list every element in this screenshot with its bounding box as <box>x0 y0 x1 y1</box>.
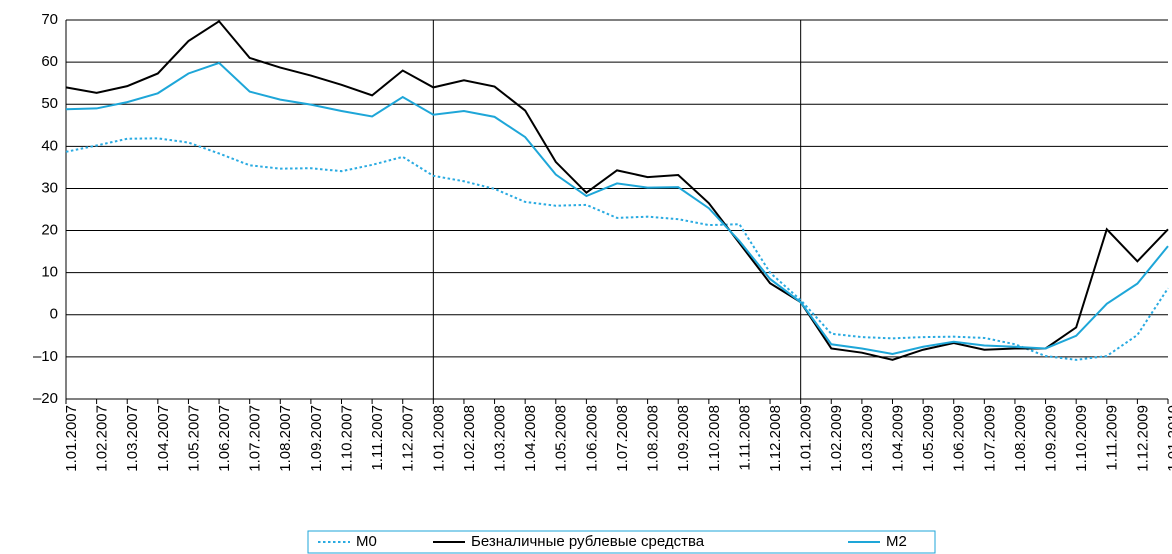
x-tick-label: 1.11.2007 <box>369 405 386 471</box>
x-tick-label: 1.07.2007 <box>247 405 264 472</box>
x-tick-label: 1.10.2009 <box>1073 405 1090 472</box>
x-tick-label: 1.05.2008 <box>553 405 570 472</box>
x-tick-label: 1.07.2008 <box>614 405 631 472</box>
y-tick-label: 0 <box>50 306 58 323</box>
x-tick-label: 1.08.2008 <box>645 405 662 472</box>
series-line <box>65 19 1169 361</box>
x-tick-label: 1.03.2007 <box>124 405 141 472</box>
y-tick-label: 20 <box>41 222 58 239</box>
legend-box <box>307 530 936 554</box>
y-tick-label: 10 <box>41 264 58 281</box>
x-tick-label: 1.11.2008 <box>736 405 753 471</box>
y-tick-label: 30 <box>41 179 58 196</box>
x-tick-label: 1.05.2009 <box>920 405 937 472</box>
x-tick-label: 1.10.2008 <box>706 405 723 472</box>
x-tick-label: 1.04.2009 <box>889 405 906 472</box>
x-tick-label: 1.12.2009 <box>1134 405 1151 472</box>
x-tick-label: 1.06.2009 <box>951 405 968 472</box>
legend-label: Безналичные рублевые средства <box>471 533 705 550</box>
x-tick-label: 1.02.2007 <box>94 405 111 472</box>
x-tick-label: 1.01.2009 <box>798 405 815 472</box>
x-tick-label: 1.04.2007 <box>155 405 172 472</box>
x-tick-label: 1.01.2007 <box>63 405 80 472</box>
x-tick-label: 1.10.2007 <box>338 405 355 472</box>
x-tick-label: 1.09.2009 <box>1043 405 1060 472</box>
x-tick-label: 1.08.2009 <box>1012 405 1029 472</box>
legend-label: M2 <box>886 533 907 550</box>
x-tick-label: 1.04.2008 <box>522 405 539 472</box>
x-tick-label: 1.09.2008 <box>675 405 692 472</box>
y-tick-label: 60 <box>41 53 58 70</box>
x-tick-label: 1.01.2008 <box>430 405 447 472</box>
x-tick-label: 1.03.2008 <box>492 405 509 472</box>
x-tick-label: 1.06.2007 <box>216 405 233 472</box>
x-tick-label: 1.09.2007 <box>308 405 325 472</box>
x-tick-label: 1.01.2010 <box>1165 405 1172 472</box>
legend-label: M0 <box>356 533 377 550</box>
x-tick-label: 1.02.2009 <box>828 405 845 472</box>
x-tick-label: 1.03.2009 <box>859 405 876 472</box>
x-tick-label: 1.12.2008 <box>767 405 784 472</box>
y-tick-label: 50 <box>41 95 58 112</box>
x-tick-label: 1.08.2007 <box>277 405 294 472</box>
y-tick-label: 70 <box>41 11 58 28</box>
series-line <box>65 137 1169 361</box>
y-tick-label: 40 <box>41 137 58 154</box>
x-tick-label: 1.12.2007 <box>400 405 417 472</box>
x-tick-label: 1.02.2008 <box>461 405 478 472</box>
x-tick-label: 1.06.2008 <box>583 405 600 472</box>
series-line <box>65 61 1169 355</box>
x-tick-label: 1.05.2007 <box>185 405 202 472</box>
x-tick-label: 1.07.2009 <box>981 405 998 472</box>
y-tick-label: –20 <box>33 390 58 407</box>
x-tick-label: 1.11.2009 <box>1104 405 1121 471</box>
y-tick-label: –10 <box>33 348 58 365</box>
